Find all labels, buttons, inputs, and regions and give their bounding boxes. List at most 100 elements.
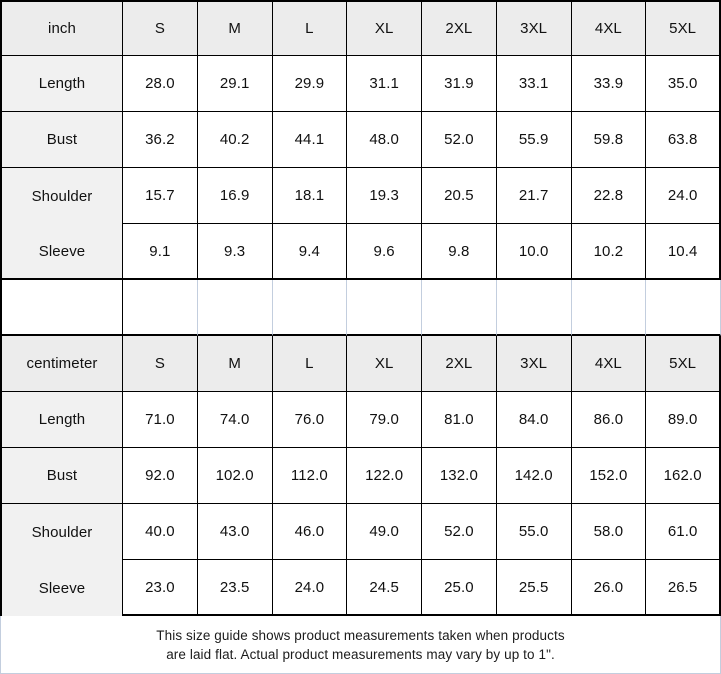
size-header-cell: M [197,0,273,56]
separator-cell [197,280,273,336]
measurement-value-cell: 24.0 [646,168,721,224]
measure-label-cell: Sleeve [0,560,123,616]
inch-bust-row: Bust 36.2 40.2 44.1 48.0 52.0 55.9 59.8 … [0,112,721,168]
measurement-value-cell: 9.1 [123,224,198,280]
footer-note-line2: are laid flat. Actual product measuremen… [166,647,555,662]
measurement-value-cell: 58.0 [571,504,647,560]
measurement-value-cell: 26.5 [646,560,721,616]
cm-sleeve-row: Sleeve 23.0 23.5 24.0 24.5 25.0 25.5 26.… [0,560,721,616]
separator-cell [646,280,721,336]
size-header-cell: 5XL [646,0,721,56]
measurement-value-cell: 31.9 [422,56,497,112]
separator-cell [496,280,572,336]
size-header-cell: XL [347,336,422,392]
unit-header-inch: inch [0,0,123,56]
measurement-value-cell: 49.0 [347,504,422,560]
size-header-cell: M [197,336,273,392]
measurement-value-cell: 132.0 [422,448,497,504]
measurement-value-cell: 29.1 [197,56,273,112]
measurement-value-cell: 46.0 [272,504,348,560]
measurement-value-cell: 24.0 [272,560,348,616]
size-header-cell: 2XL [422,0,497,56]
cm-length-row: Length 71.0 74.0 76.0 79.0 81.0 84.0 86.… [0,392,721,448]
measurement-value-cell: 92.0 [123,448,198,504]
size-header-cell: L [272,336,348,392]
measurement-value-cell: 52.0 [422,504,497,560]
measurement-value-cell: 79.0 [347,392,422,448]
measurement-value-cell: 26.0 [571,560,647,616]
size-header-cell: XL [347,0,422,56]
measurement-value-cell: 112.0 [272,448,348,504]
separator-cell [422,280,497,336]
measurement-value-cell: 20.5 [422,168,497,224]
measurement-value-cell: 71.0 [123,392,198,448]
measurement-value-cell: 152.0 [571,448,647,504]
measurement-value-cell: 84.0 [496,392,572,448]
size-header-cell: L [272,0,348,56]
inch-length-row: Length 28.0 29.1 29.9 31.1 31.9 33.1 33.… [0,56,721,112]
separator-cell [0,280,123,336]
measurement-value-cell: 36.2 [123,112,198,168]
size-header-cell: 3XL [496,0,572,56]
size-header-cell: S [123,336,198,392]
size-header-cell: S [123,0,198,56]
measurement-value-cell: 162.0 [646,448,721,504]
measure-label-cell: Length [0,56,123,112]
measurement-value-cell: 22.8 [571,168,647,224]
measurement-value-cell: 19.3 [347,168,422,224]
footer-row: This size guide shows product measuremen… [0,616,721,674]
separator-row [0,280,721,336]
centimeter-header-row: centimeter S M L XL 2XL 3XL 4XL 5XL [0,336,721,392]
measure-label-cell: Shoulder [0,504,123,560]
measurement-value-cell: 122.0 [347,448,422,504]
measure-label-cell: Sleeve [0,224,123,280]
measurement-value-cell: 44.1 [272,112,348,168]
measurement-value-cell: 43.0 [197,504,273,560]
measurement-value-cell: 52.0 [422,112,497,168]
inch-sleeve-row: Sleeve 9.1 9.3 9.4 9.6 9.8 10.0 10.2 10.… [0,224,721,280]
measure-label-cell: Length [0,392,123,448]
measurement-value-cell: 55.0 [496,504,572,560]
measurement-value-cell: 33.1 [496,56,572,112]
size-header-cell: 4XL [571,336,647,392]
measurement-value-cell: 23.5 [197,560,273,616]
measurement-value-cell: 28.0 [123,56,198,112]
measurement-value-cell: 48.0 [347,112,422,168]
inch-shoulder-row: Shoulder 15.7 16.9 18.1 19.3 20.5 21.7 2… [0,168,721,224]
measurement-value-cell: 10.0 [496,224,572,280]
measurement-value-cell: 40.0 [123,504,198,560]
size-header-cell: 3XL [496,336,572,392]
measurement-value-cell: 24.5 [347,560,422,616]
measurement-value-cell: 29.9 [272,56,348,112]
measurement-value-cell: 10.4 [646,224,721,280]
measurement-value-cell: 33.9 [571,56,647,112]
measurement-value-cell: 16.9 [197,168,273,224]
measurement-value-cell: 23.0 [123,560,198,616]
measurement-value-cell: 55.9 [496,112,572,168]
size-header-cell: 2XL [422,336,497,392]
measurement-value-cell: 25.0 [422,560,497,616]
size-header-cell: 4XL [571,0,647,56]
cm-shoulder-row: Shoulder 40.0 43.0 46.0 49.0 52.0 55.0 5… [0,504,721,560]
measurement-value-cell: 102.0 [197,448,273,504]
measurement-value-cell: 31.1 [347,56,422,112]
size-header-cell: 5XL [646,336,721,392]
inch-header-row: inch S M L XL 2XL 3XL 4XL 5XL [0,0,721,56]
measurement-value-cell: 25.5 [496,560,572,616]
separator-cell [272,280,348,336]
measurement-value-cell: 35.0 [646,56,721,112]
measurement-value-cell: 81.0 [422,392,497,448]
measurement-value-cell: 9.8 [422,224,497,280]
measurement-value-cell: 9.6 [347,224,422,280]
measure-label-cell: Shoulder [0,168,123,224]
measurement-value-cell: 142.0 [496,448,572,504]
measurement-value-cell: 76.0 [272,392,348,448]
separator-cell [123,280,198,336]
measurement-value-cell: 86.0 [571,392,647,448]
measurement-value-cell: 10.2 [571,224,647,280]
measurement-value-cell: 89.0 [646,392,721,448]
measurement-value-cell: 18.1 [272,168,348,224]
measurement-value-cell: 15.7 [123,168,198,224]
